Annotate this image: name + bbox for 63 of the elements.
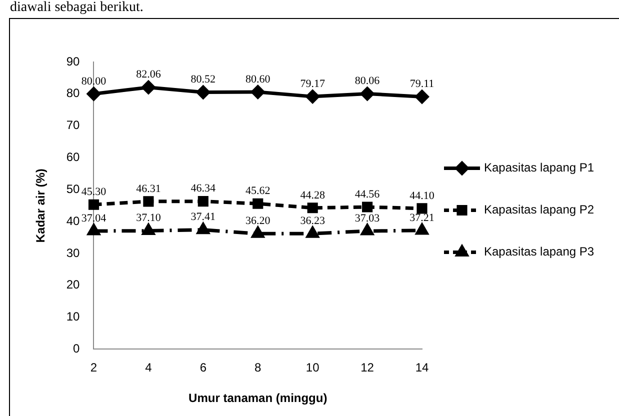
data-label: 80.52: [190, 74, 216, 86]
data-label: 79.17: [300, 78, 326, 90]
point: [196, 86, 210, 99]
data-label: 44.28: [300, 189, 326, 202]
data-label: 80.00: [81, 75, 107, 88]
point: [307, 202, 318, 214]
point: [142, 80, 156, 94]
y-tick-label: 80: [66, 86, 80, 100]
data-label: 46.31: [136, 182, 161, 195]
point: [252, 198, 264, 209]
data-label: 36.20: [246, 215, 271, 228]
data-label: 79.11: [410, 78, 434, 90]
data-label: 44.56: [354, 188, 380, 200]
data-label: 46.34: [190, 182, 216, 195]
x-tick-label: 12: [360, 360, 374, 375]
data-label: 44.10: [410, 190, 435, 202]
legend-label: Kapasitas lapang P1: [484, 160, 594, 175]
legend-label: Kapasitas lapang P2: [484, 202, 594, 217]
y-tick-label: 40: [66, 214, 80, 228]
point: [415, 90, 429, 104]
y-tick-label: 90: [66, 54, 80, 68]
y-tick-label: 50: [66, 182, 80, 196]
y-tick-label: 20: [66, 278, 80, 292]
x-tick-label: 4: [145, 360, 152, 375]
point: [198, 196, 208, 207]
x-tick-label: 8: [254, 360, 262, 375]
y-tick-label: 70: [66, 118, 80, 132]
data-label: 37.21: [410, 212, 434, 224]
point: [143, 196, 154, 207]
data-label: 37.03: [354, 212, 380, 224]
x-tick-label: 2: [90, 360, 98, 375]
x-tick-label: 10: [306, 360, 320, 375]
data-label: 37.41: [190, 211, 216, 224]
point: [360, 86, 374, 100]
point: [87, 87, 100, 101]
point: [361, 224, 374, 236]
y-axis-title: Kadar air (%): [34, 168, 48, 243]
y-tick-label: 60: [66, 150, 80, 164]
y-tick-label: 30: [66, 246, 80, 260]
y-tick-label: 10: [66, 310, 80, 324]
data-label: 80.60: [246, 73, 271, 86]
x-axis-title: Umur tanaman (minggu): [188, 391, 328, 406]
data-label: 37.04: [81, 212, 107, 224]
legend-label: Kapasitas lapang P3: [484, 244, 594, 259]
data-label: 45.30: [81, 186, 107, 198]
y-tick-label: 0: [73, 342, 80, 356]
point: [362, 202, 373, 212]
x-tick-label: 14: [415, 360, 429, 375]
data-label: 36.23: [300, 214, 326, 227]
data-label: 45.62: [246, 185, 270, 198]
point: [416, 203, 428, 214]
point: [306, 226, 319, 238]
data-label: 82.06: [136, 68, 162, 81]
point: [252, 226, 264, 238]
data-label: 80.06: [354, 75, 380, 88]
point: [88, 224, 100, 236]
point: [251, 85, 265, 99]
point: [88, 199, 100, 210]
point: [416, 224, 428, 235]
point: [306, 90, 320, 104]
text: diawali sebagai berikut.: [10, 0, 144, 16]
data-label: 37.10: [136, 212, 162, 224]
x-tick-label: 6: [200, 360, 207, 375]
